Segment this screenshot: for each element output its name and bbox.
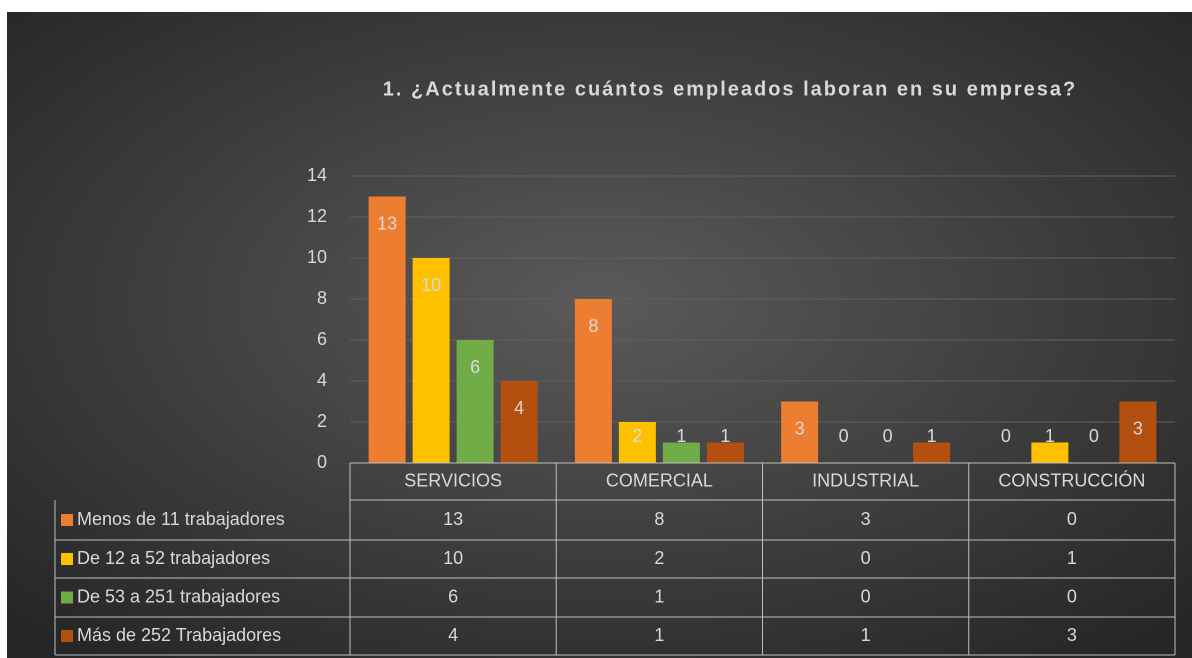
table-value: 8 — [654, 509, 664, 529]
x-tick-label: CONSTRUCCIÓN — [998, 469, 1145, 490]
table-value: 3 — [861, 509, 871, 529]
data-label: 0 — [883, 426, 893, 446]
bar — [412, 258, 450, 463]
bar — [662, 442, 700, 463]
y-tick-label: 4 — [317, 370, 327, 390]
data-label: 3 — [795, 418, 805, 438]
data-label: 2 — [632, 426, 642, 446]
bar — [574, 299, 612, 463]
legend-label: De 53 a 251 trabajadores — [77, 586, 280, 606]
data-label: 0 — [1089, 426, 1099, 446]
table-value: 0 — [1067, 586, 1077, 606]
x-tick-label: INDUSTRIAL — [812, 470, 919, 490]
data-label: 1 — [720, 426, 730, 446]
table-value: 1 — [654, 625, 664, 645]
x-tick-label: SERVICIOS — [404, 470, 502, 490]
y-tick-label: 10 — [307, 247, 327, 267]
bar — [500, 381, 538, 463]
legend-label: De 12 a 52 trabajadores — [77, 548, 270, 568]
bar — [706, 442, 744, 463]
legend-swatch — [61, 630, 73, 642]
chart-title: 1. ¿Actualmente cuántos empleados labora… — [383, 78, 1077, 100]
bar — [1119, 401, 1157, 463]
legend-swatch — [61, 514, 73, 526]
y-tick-label: 2 — [317, 411, 327, 431]
data-label: 10 — [421, 275, 441, 295]
data-label: 3 — [1133, 418, 1143, 438]
legend-label: Más de 252 Trabajadores — [77, 625, 281, 645]
data-label: 8 — [588, 316, 598, 336]
data-label: 1 — [1045, 426, 1055, 446]
table-value: 0 — [861, 548, 871, 568]
table-value: 4 — [448, 625, 458, 645]
y-tick-label: 8 — [317, 288, 327, 308]
legend-swatch — [61, 591, 73, 604]
data-label: 0 — [1001, 426, 1011, 446]
table-value: 13 — [443, 509, 463, 529]
table-value: 1 — [654, 586, 664, 606]
data-label: 4 — [514, 398, 524, 418]
bar — [368, 196, 406, 463]
table-value: 3 — [1067, 625, 1077, 645]
data-label: 1 — [927, 426, 937, 446]
table-value: 10 — [443, 548, 463, 568]
table-value: 6 — [448, 586, 458, 606]
bar — [456, 340, 494, 463]
data-label: 6 — [470, 357, 480, 377]
y-tick-label: 12 — [307, 206, 327, 226]
x-tick-label: COMERCIAL — [606, 470, 713, 490]
data-label: 1 — [676, 426, 686, 446]
bar — [781, 401, 819, 463]
bar — [913, 442, 951, 463]
y-tick-label: 6 — [317, 329, 327, 349]
legend-swatch — [61, 553, 73, 565]
bar — [618, 422, 656, 463]
table-value: 0 — [861, 586, 871, 606]
y-tick-label: 14 — [307, 165, 327, 185]
table-value: 1 — [861, 625, 871, 645]
legend-label: Menos de 11 trabajadores — [77, 509, 285, 529]
data-label: 13 — [377, 213, 397, 233]
bar — [1031, 442, 1069, 463]
table-value: 1 — [1067, 548, 1077, 568]
y-tick-label: 0 — [317, 452, 327, 472]
table-value: 2 — [654, 548, 664, 568]
table-value: 0 — [1067, 509, 1077, 529]
data-label: 0 — [839, 426, 849, 446]
